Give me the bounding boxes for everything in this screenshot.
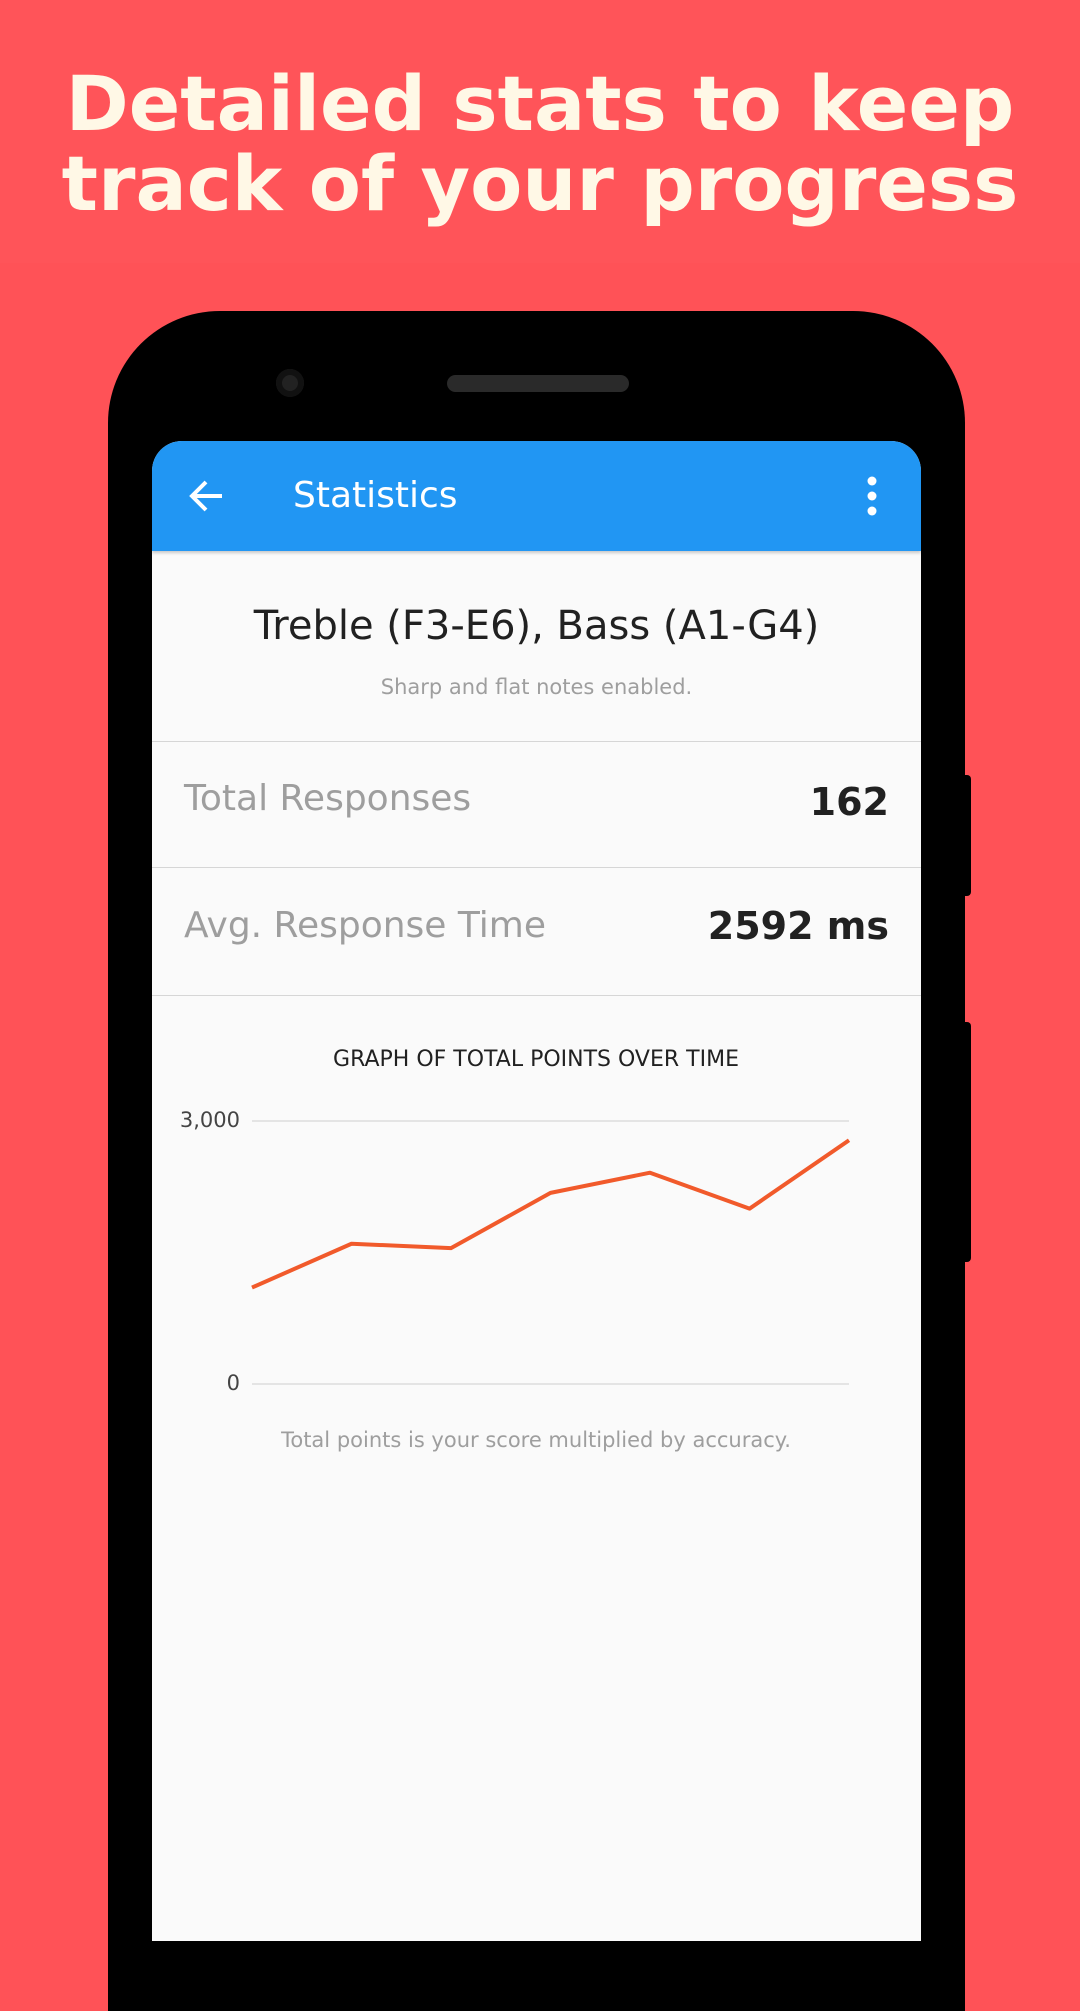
summary-subtitle: Sharp and flat notes enabled. [380,675,693,699]
back-button[interactable] [188,478,226,514]
screen: Statistics Treble (F3-E6), Bass (A1-G4) … [152,441,921,1941]
app-bar-title: Statistics [293,475,458,516]
summary-heading: Treble (F3-E6), Bass (A1-G4) [253,603,820,649]
y-tick-label: 0 [227,1371,240,1395]
divider [152,995,921,996]
app-bar: Statistics [152,441,921,551]
header-title: Detailed stats to keep [65,59,1015,148]
header-band [0,0,1080,263]
divider [152,867,921,868]
camera [276,369,304,397]
stat-label: Avg. Response Time [184,905,547,946]
speaker [447,375,629,392]
y-tick-label: 3,000 [180,1108,240,1132]
chart-caption: Total points is your score multiplied by… [280,1428,791,1452]
header-title: track of your progress [61,139,1019,228]
stat-label: Total Responses [184,778,472,819]
stat-value: 2592 ms [707,904,889,948]
stat-value: 162 [809,780,889,824]
phone-button [963,1022,971,1262]
chart: GRAPH OF TOTAL POINTS OVER TIME Total po… [180,1047,851,1452]
phone-button [963,775,971,896]
divider [152,741,921,742]
menu-button[interactable] [864,475,880,517]
data-line [251,1138,851,1290]
chart-title: GRAPH OF TOTAL POINTS OVER TIME [333,1047,739,1072]
